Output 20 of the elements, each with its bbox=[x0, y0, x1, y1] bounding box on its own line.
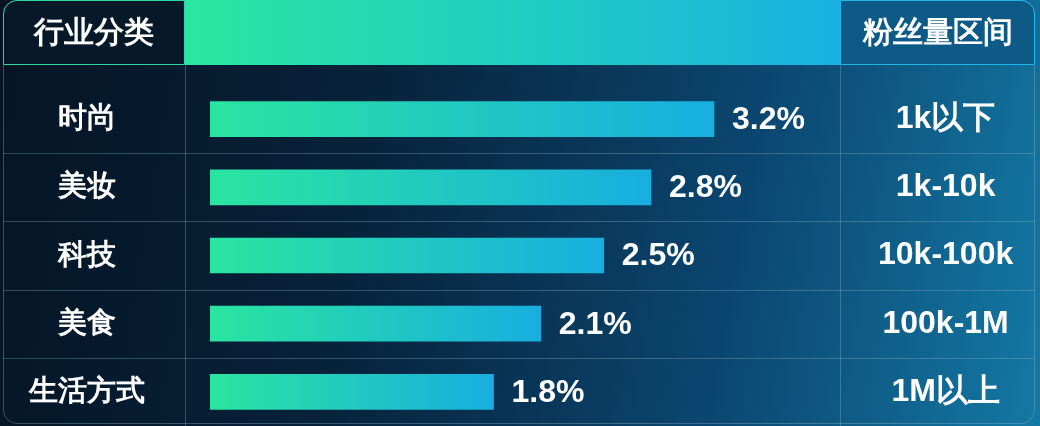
data-label: 2.8% bbox=[669, 168, 742, 205]
bar bbox=[210, 237, 605, 274]
y-tick-label: 美妆 bbox=[57, 169, 116, 202]
y-tick-label: 生活方式 bbox=[28, 373, 145, 406]
y2-tick-label: 1M以上 bbox=[891, 371, 1000, 408]
y2-tick-label: 100k-1M bbox=[882, 303, 1009, 340]
bar bbox=[210, 169, 652, 206]
y2-tick-label: 1k以下 bbox=[895, 98, 996, 135]
y2-tick-label: 1k-10k bbox=[895, 167, 996, 204]
bar bbox=[210, 101, 715, 137]
bar bbox=[210, 305, 542, 342]
y2-tick-label: 10k-100k bbox=[878, 235, 1014, 272]
data-label: 1.8% bbox=[511, 372, 585, 409]
y-tick-label: 时尚 bbox=[58, 101, 116, 134]
bar bbox=[210, 374, 494, 410]
data-label: 2.5% bbox=[621, 236, 695, 273]
data-label: 3.2% bbox=[732, 99, 805, 136]
y-tick-label: 科技 bbox=[57, 237, 117, 270]
data-label: 2.1% bbox=[558, 304, 632, 341]
y-tick-label: 美食 bbox=[57, 305, 116, 338]
